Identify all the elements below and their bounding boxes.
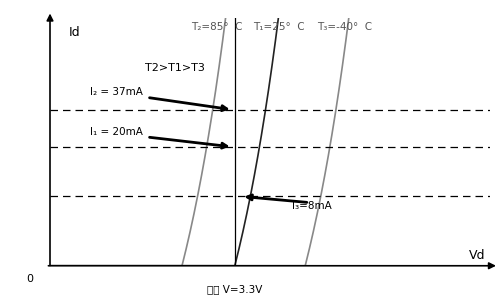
Text: I₂ = 37mA: I₂ = 37mA xyxy=(90,87,142,98)
Text: Id: Id xyxy=(68,26,80,39)
Text: T₂=85°  C: T₂=85° C xyxy=(192,22,243,32)
Text: Vd: Vd xyxy=(469,249,486,262)
Text: 0: 0 xyxy=(26,275,34,284)
Text: I₁ = 20mA: I₁ = 20mA xyxy=(90,127,142,137)
Text: T₁=25°  C: T₁=25° C xyxy=(253,22,304,32)
Text: T2>T1>T3: T2>T1>T3 xyxy=(144,63,204,73)
Text: T₃=-40°  C: T₃=-40° C xyxy=(317,22,372,32)
Text: 恒压 V=3.3V: 恒压 V=3.3V xyxy=(207,284,262,294)
Text: I₃=8mA: I₃=8mA xyxy=(292,201,332,211)
